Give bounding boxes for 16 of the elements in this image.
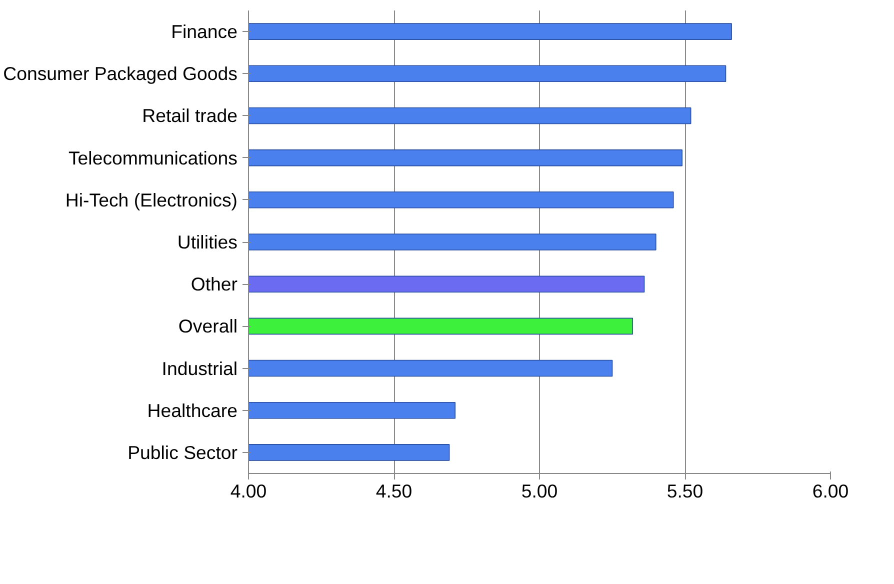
y-tick-label: Public Sector	[128, 442, 238, 463]
y-tick-label: Other	[190, 274, 238, 295]
x-tick-label: 4.50	[376, 480, 412, 502]
y-tick-label: Healthcare	[147, 400, 238, 421]
y-tick-label: Retail trade	[142, 105, 238, 126]
x-tick-label: 6.00	[812, 480, 849, 502]
y-tick-label: Finance	[171, 21, 238, 42]
y-tick-label: Overall	[178, 316, 238, 337]
y-tick-label: Utilities	[177, 232, 238, 252]
x-tick-label: 5.50	[666, 480, 704, 502]
x-tick-label: 5.00	[521, 480, 558, 502]
x-tick-label: 4.00	[230, 480, 267, 502]
y-tick-label: Consumer Packaged Goods	[3, 63, 238, 84]
y-tick-label: Telecommunications	[68, 147, 238, 168]
y-tick-label: Hi-Tech (Electronics)	[65, 189, 238, 210]
y-tick-label: Industrial	[162, 358, 238, 379]
